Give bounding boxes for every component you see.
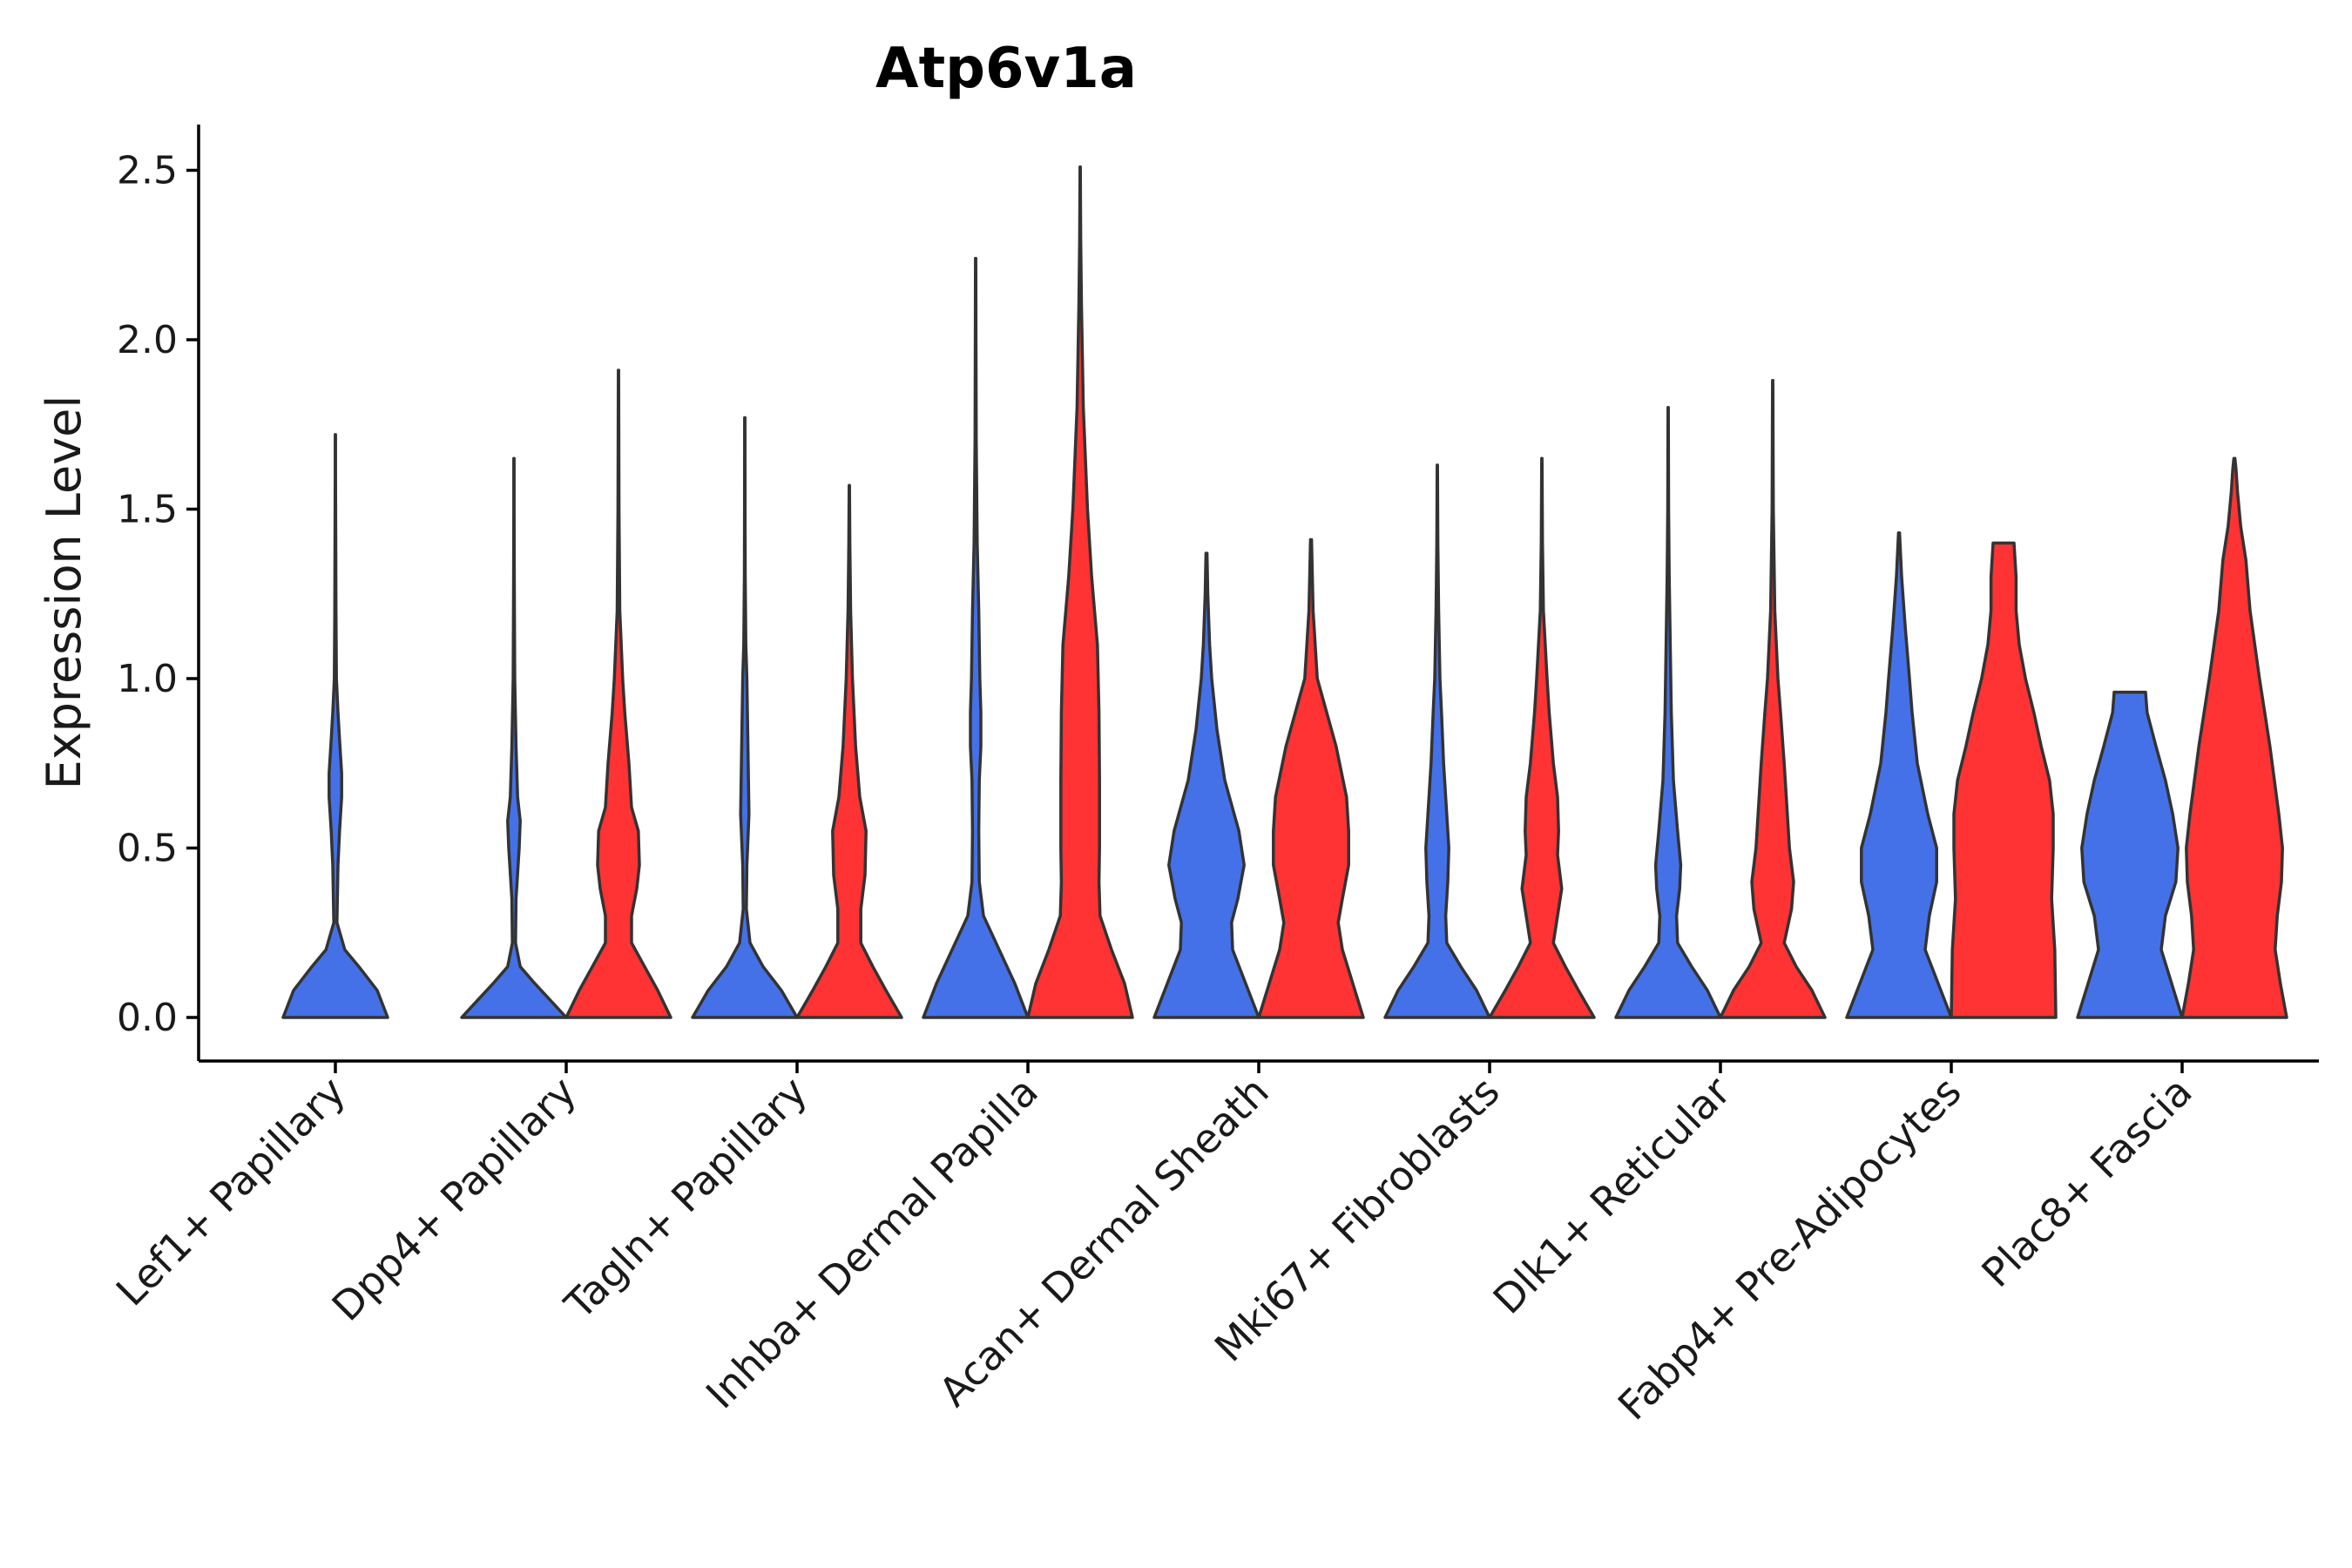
y-tick-label: 2.5	[117, 149, 178, 193]
violin-group2-dlk1-reticular	[1719, 378, 1827, 1019]
violin-group1-mki67-fibroblasts	[1383, 463, 1491, 1019]
violin-group1-dlk1-reticular	[1614, 406, 1722, 1019]
violin-group1-plac8-fascia	[2076, 690, 2184, 1019]
x-tick-label: Plac8+ Fascia	[1972, 1068, 2200, 1296]
violin-group2-fabp4-pre-adipocytes	[1950, 541, 2058, 1019]
x-tick-label: Lef1+ Papillary	[107, 1068, 355, 1315]
violin-group1-fabp4-pre-adipocytes	[1845, 531, 1953, 1019]
violin-group1-tagln-papillary	[691, 416, 799, 1019]
violin-group2-acan-dermal-sheath	[1257, 537, 1365, 1019]
violin-group1-lef1-papillary	[281, 433, 389, 1019]
y-tick-label: 0.0	[117, 996, 178, 1040]
y-tick-label: 1.5	[117, 488, 178, 532]
x-tick-label: Tagln+ Papillary	[555, 1068, 816, 1329]
chart-title: Atp6v1a	[875, 37, 1137, 101]
violin-group1-acan-dermal-sheath	[1152, 551, 1260, 1019]
violin-group2-inhba-dermal-papilla	[1026, 165, 1134, 1019]
x-tick-label: Dlk1+ Reticular	[1484, 1068, 1740, 1323]
y-tick-label: 0.5	[117, 827, 178, 871]
violin-group2-tagln-papillary	[795, 483, 903, 1019]
violin-series	[281, 165, 2288, 1019]
violin-group2-dpp4-papillary	[564, 368, 672, 1019]
violin-group1-inhba-dermal-papilla	[922, 256, 1030, 1019]
violin-group2-mki67-fibroblasts	[1488, 456, 1596, 1019]
y-tick-label: 2.0	[117, 318, 178, 362]
x-tick-label: Dpp4+ Papillary	[323, 1068, 585, 1330]
violin-group1-dpp4-papillary	[460, 456, 568, 1019]
y-tick-label: 1.0	[117, 657, 178, 701]
y-axis-label: Expression Level	[37, 395, 91, 790]
violin-group2-plac8-fascia	[2180, 456, 2288, 1019]
